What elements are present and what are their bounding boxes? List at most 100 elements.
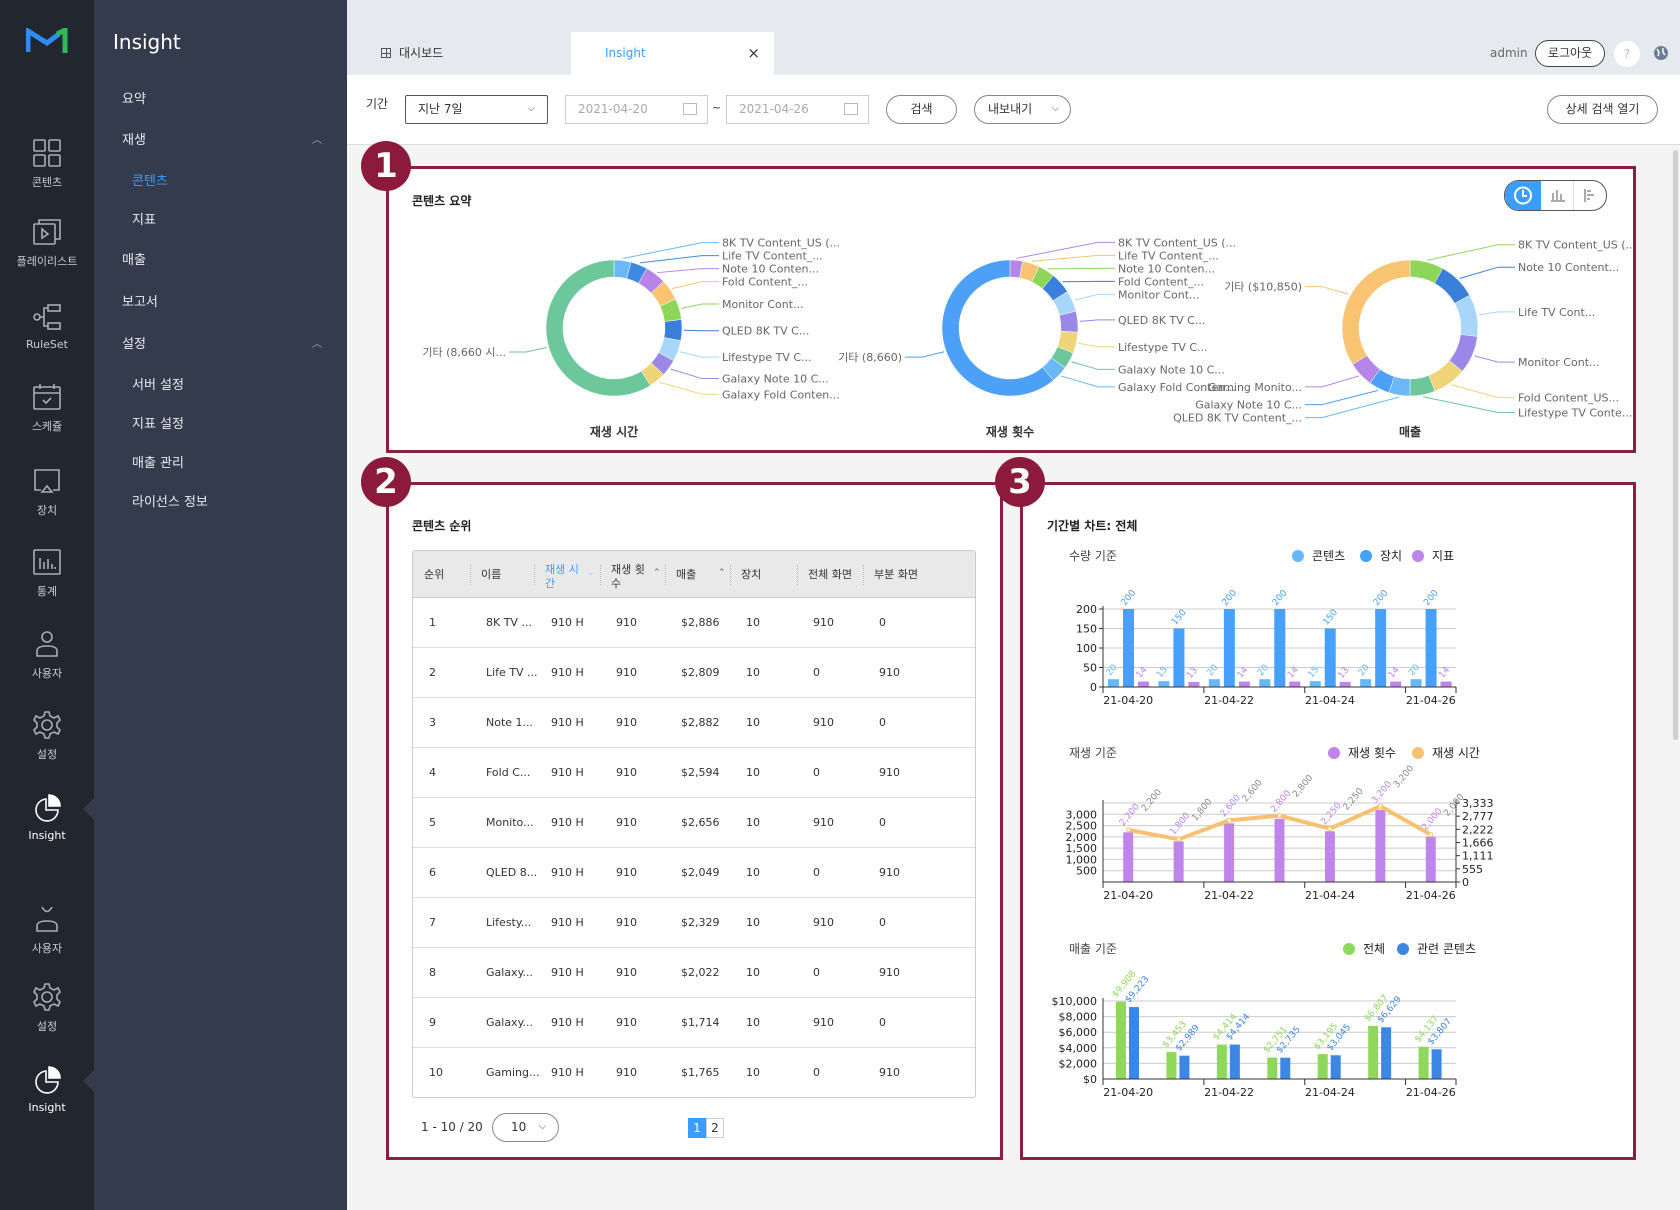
rail-item-11[interactable]: Insight [0, 1065, 94, 1114]
bar[interactable] [1123, 832, 1134, 882]
legend-label[interactable]: 관련 콘텐츠 [1417, 942, 1476, 956]
bar[interactable] [1224, 823, 1235, 882]
rail-item-10[interactable]: 설정 [0, 982, 94, 1034]
rail-item-4[interactable]: 장치 [0, 466, 94, 518]
bar[interactable] [1324, 628, 1336, 688]
logout-button[interactable]: 로그아웃 [1535, 40, 1605, 67]
line-point[interactable] [1277, 813, 1282, 819]
bar[interactable] [1229, 1044, 1240, 1079]
column-divider[interactable] [600, 565, 601, 585]
bar[interactable] [1390, 681, 1402, 687]
bar[interactable] [1339, 681, 1351, 687]
column-header[interactable]: 재생 횟 수 [611, 563, 645, 590]
sidebar-item-10[interactable]: 라이선스 정보 [132, 495, 208, 510]
bar[interactable] [1375, 609, 1387, 687]
globe-icon[interactable] [1653, 45, 1669, 61]
bar[interactable] [1375, 809, 1386, 882]
sidebar-item-2[interactable]: 콘텐츠 [132, 174, 168, 189]
bar[interactable] [1425, 609, 1437, 687]
table-row[interactable]: 7 Lifesty... 910 H 910 $2,329 10 910 0 [413, 898, 975, 948]
table-row[interactable]: 2 Life TV ... 910 H 910 $2,809 10 0 910 [413, 648, 975, 698]
bar[interactable] [1158, 681, 1170, 687]
sidebar-item-8[interactable]: 지표 설정 [132, 417, 184, 432]
donut-slice[interactable] [663, 319, 683, 342]
bar[interactable] [1440, 681, 1452, 687]
sidebar-item-4[interactable]: 매출 [122, 253, 146, 268]
legend-label[interactable]: 지표 [1432, 549, 1454, 563]
column-divider[interactable] [797, 565, 798, 585]
bar-view-button[interactable] [1541, 181, 1574, 210]
bar[interactable] [1166, 1052, 1177, 1079]
export-button[interactable]: 내보내기 ⌵ [974, 95, 1071, 124]
rail-item-2[interactable]: RuleSet [0, 302, 94, 351]
column-header[interactable]: 매출 [676, 568, 697, 581]
bar[interactable] [1431, 1049, 1442, 1079]
chevron-up-icon[interactable]: ︿ [312, 135, 322, 146]
bar[interactable] [1173, 841, 1184, 882]
line-point[interactable] [1377, 803, 1383, 809]
chevron-up-icon[interactable]: ︿ [312, 339, 322, 350]
donut-slice[interactable] [1341, 259, 1411, 365]
page-size-select[interactable]: 10 ⌵ [492, 1113, 559, 1142]
bar[interactable] [1289, 681, 1301, 687]
close-tab-icon[interactable]: × [747, 44, 760, 62]
rail-item-0[interactable]: 콘텐츠 [0, 138, 94, 190]
sidebar-item-0[interactable]: 요약 [122, 92, 146, 107]
sort-asc-icon[interactable]: ⌃ [718, 568, 726, 578]
rail-item-7[interactable]: 설정 [0, 710, 94, 762]
bar[interactable] [1381, 1027, 1392, 1079]
line-point[interactable] [1428, 832, 1434, 838]
pie-view-button[interactable] [1505, 181, 1541, 210]
bar[interactable] [1410, 679, 1422, 687]
table-row[interactable]: 3 Note 1... 910 H 910 $2,882 10 910 0 [413, 698, 975, 748]
list-view-button[interactable] [1574, 181, 1606, 210]
column-header[interactable]: 부분 화면 [874, 568, 918, 581]
bar[interactable] [1368, 1025, 1379, 1079]
legend-label[interactable]: 재생 횟수 [1348, 746, 1396, 760]
logo-icon[interactable] [26, 28, 68, 54]
column-divider[interactable] [665, 565, 666, 585]
rail-item-5[interactable]: 통계 [0, 547, 94, 599]
rail-item-3[interactable]: 스케쥴 [0, 382, 94, 434]
bar[interactable] [1274, 818, 1285, 882]
rail-item-1[interactable]: 플레이리스트 [0, 217, 94, 269]
bar[interactable] [1259, 679, 1271, 687]
bar[interactable] [1238, 681, 1250, 687]
bar[interactable] [1360, 679, 1372, 687]
column-divider[interactable] [534, 565, 535, 585]
search-button[interactable]: 검색 [886, 95, 957, 124]
bar[interactable] [1223, 609, 1235, 687]
column-header[interactable]: 재생 시 간 [545, 563, 579, 590]
bar[interactable] [1108, 679, 1119, 687]
sidebar-item-9[interactable]: 매출 관리 [132, 456, 184, 471]
period-select[interactable]: 지난 7일 ⌵ [405, 95, 548, 124]
bar[interactable] [1267, 1057, 1278, 1079]
bar[interactable] [1208, 679, 1220, 687]
donut-slice[interactable] [545, 259, 651, 397]
line-point[interactable] [1226, 817, 1232, 823]
sidebar-item-7[interactable]: 서버 설정 [132, 378, 184, 393]
column-header[interactable]: 전체 화면 [808, 568, 852, 581]
sidebar-item-6[interactable]: 설정 [122, 337, 146, 352]
column-divider[interactable] [470, 565, 471, 585]
page-1-button[interactable]: 1 [688, 1118, 706, 1138]
tab-insight[interactable]: Insight × [571, 32, 774, 75]
line-point[interactable] [1327, 826, 1333, 832]
sidebar-item-3[interactable]: 지표 [132, 213, 156, 228]
column-header[interactable]: 이름 [481, 568, 502, 581]
sidebar-item-1[interactable]: 재생 [122, 133, 146, 148]
bar[interactable] [1129, 1007, 1139, 1079]
bar[interactable] [1138, 681, 1149, 687]
date-to-input[interactable]: 2021-04-26 [726, 95, 869, 124]
sort-asc-icon[interactable]: ⌃ [653, 568, 661, 578]
table-row[interactable]: 4 Fold C... 910 H 910 $2,594 10 0 910 [413, 748, 975, 798]
page-2-button[interactable]: 2 [706, 1118, 724, 1138]
donut-slice[interactable] [1454, 294, 1479, 337]
column-divider[interactable] [730, 565, 731, 585]
table-row[interactable]: 6 QLED 8... 910 H 910 $2,049 10 0 910 [413, 848, 975, 898]
bar[interactable] [1179, 1055, 1190, 1079]
table-row[interactable]: 8 Galaxy... 910 H 910 $2,022 10 0 910 [413, 948, 975, 998]
rail-item-6[interactable]: 사용자 [0, 629, 94, 681]
legend-label[interactable]: 전체 [1363, 942, 1385, 956]
legend-label[interactable]: 콘텐츠 [1312, 549, 1345, 563]
